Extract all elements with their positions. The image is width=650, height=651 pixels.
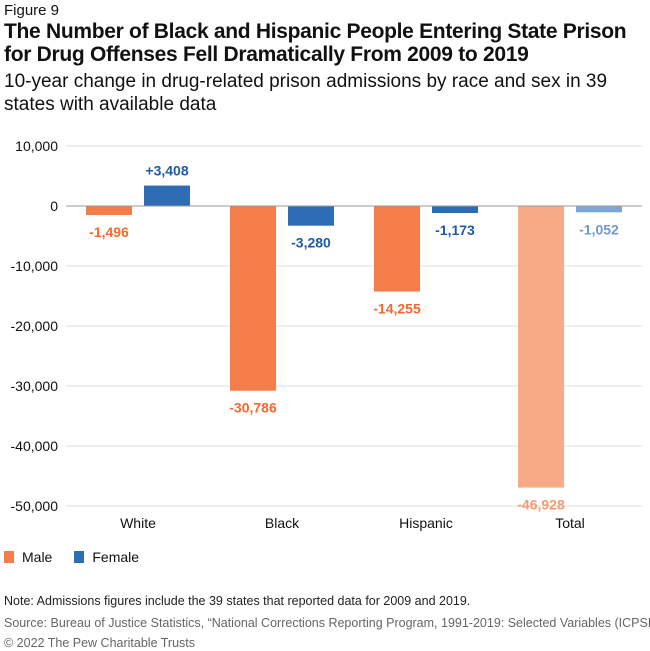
bar-female-total — [576, 206, 622, 213]
legend-item-female: Female — [74, 549, 139, 565]
bar-female-black — [288, 206, 334, 226]
data-label: -30,786 — [229, 400, 277, 416]
x-tick-label: Black — [265, 515, 300, 531]
data-label: -1,052 — [579, 221, 619, 237]
y-tick-label: -50,000 — [11, 498, 59, 514]
figure-label: Figure 9 — [4, 2, 60, 19]
legend-item-male: Male — [4, 549, 52, 565]
legend-label-female: Female — [92, 549, 140, 565]
bar-female-hispanic — [432, 206, 478, 214]
y-tick-label: -20,000 — [11, 318, 59, 334]
y-tick-label: -10,000 — [11, 258, 59, 274]
y-tick-label: 10,000 — [15, 138, 58, 154]
data-label: -1,173 — [435, 222, 475, 238]
y-tick-label: -30,000 — [11, 378, 59, 394]
y-tick-label: -40,000 — [11, 438, 59, 454]
data-label: -1,496 — [89, 224, 129, 240]
bar-male-black — [230, 206, 276, 391]
legend-label-male: Male — [22, 549, 53, 565]
bar-male-hispanic — [374, 206, 420, 292]
legend: Male Female — [4, 549, 139, 565]
bar-female-white — [144, 185, 190, 206]
legend-swatch-male — [4, 551, 14, 563]
source: Source: Bureau of Justice Statistics, “N… — [4, 616, 650, 630]
data-label: -3,280 — [291, 235, 331, 251]
x-tick-label: Hispanic — [399, 515, 453, 531]
data-label: +3,408 — [145, 163, 188, 179]
y-tick-label: 0 — [50, 198, 58, 214]
x-tick-label: Total — [555, 515, 585, 531]
bar-male-white — [86, 206, 132, 215]
bar-male-total — [518, 206, 564, 488]
data-label: -46,928 — [517, 497, 565, 513]
x-tick-label: White — [120, 515, 156, 531]
chart-subtitle: 10-year change in drug-related prison ad… — [4, 71, 608, 115]
copyright: © 2022 The Pew Charitable Trusts — [4, 636, 196, 650]
chart-title: The Number of Black and Hispanic People … — [4, 20, 627, 66]
note: Note: Admissions figures include the 39 … — [4, 594, 471, 608]
legend-swatch-female — [74, 551, 85, 563]
data-label: -14,255 — [373, 301, 421, 317]
